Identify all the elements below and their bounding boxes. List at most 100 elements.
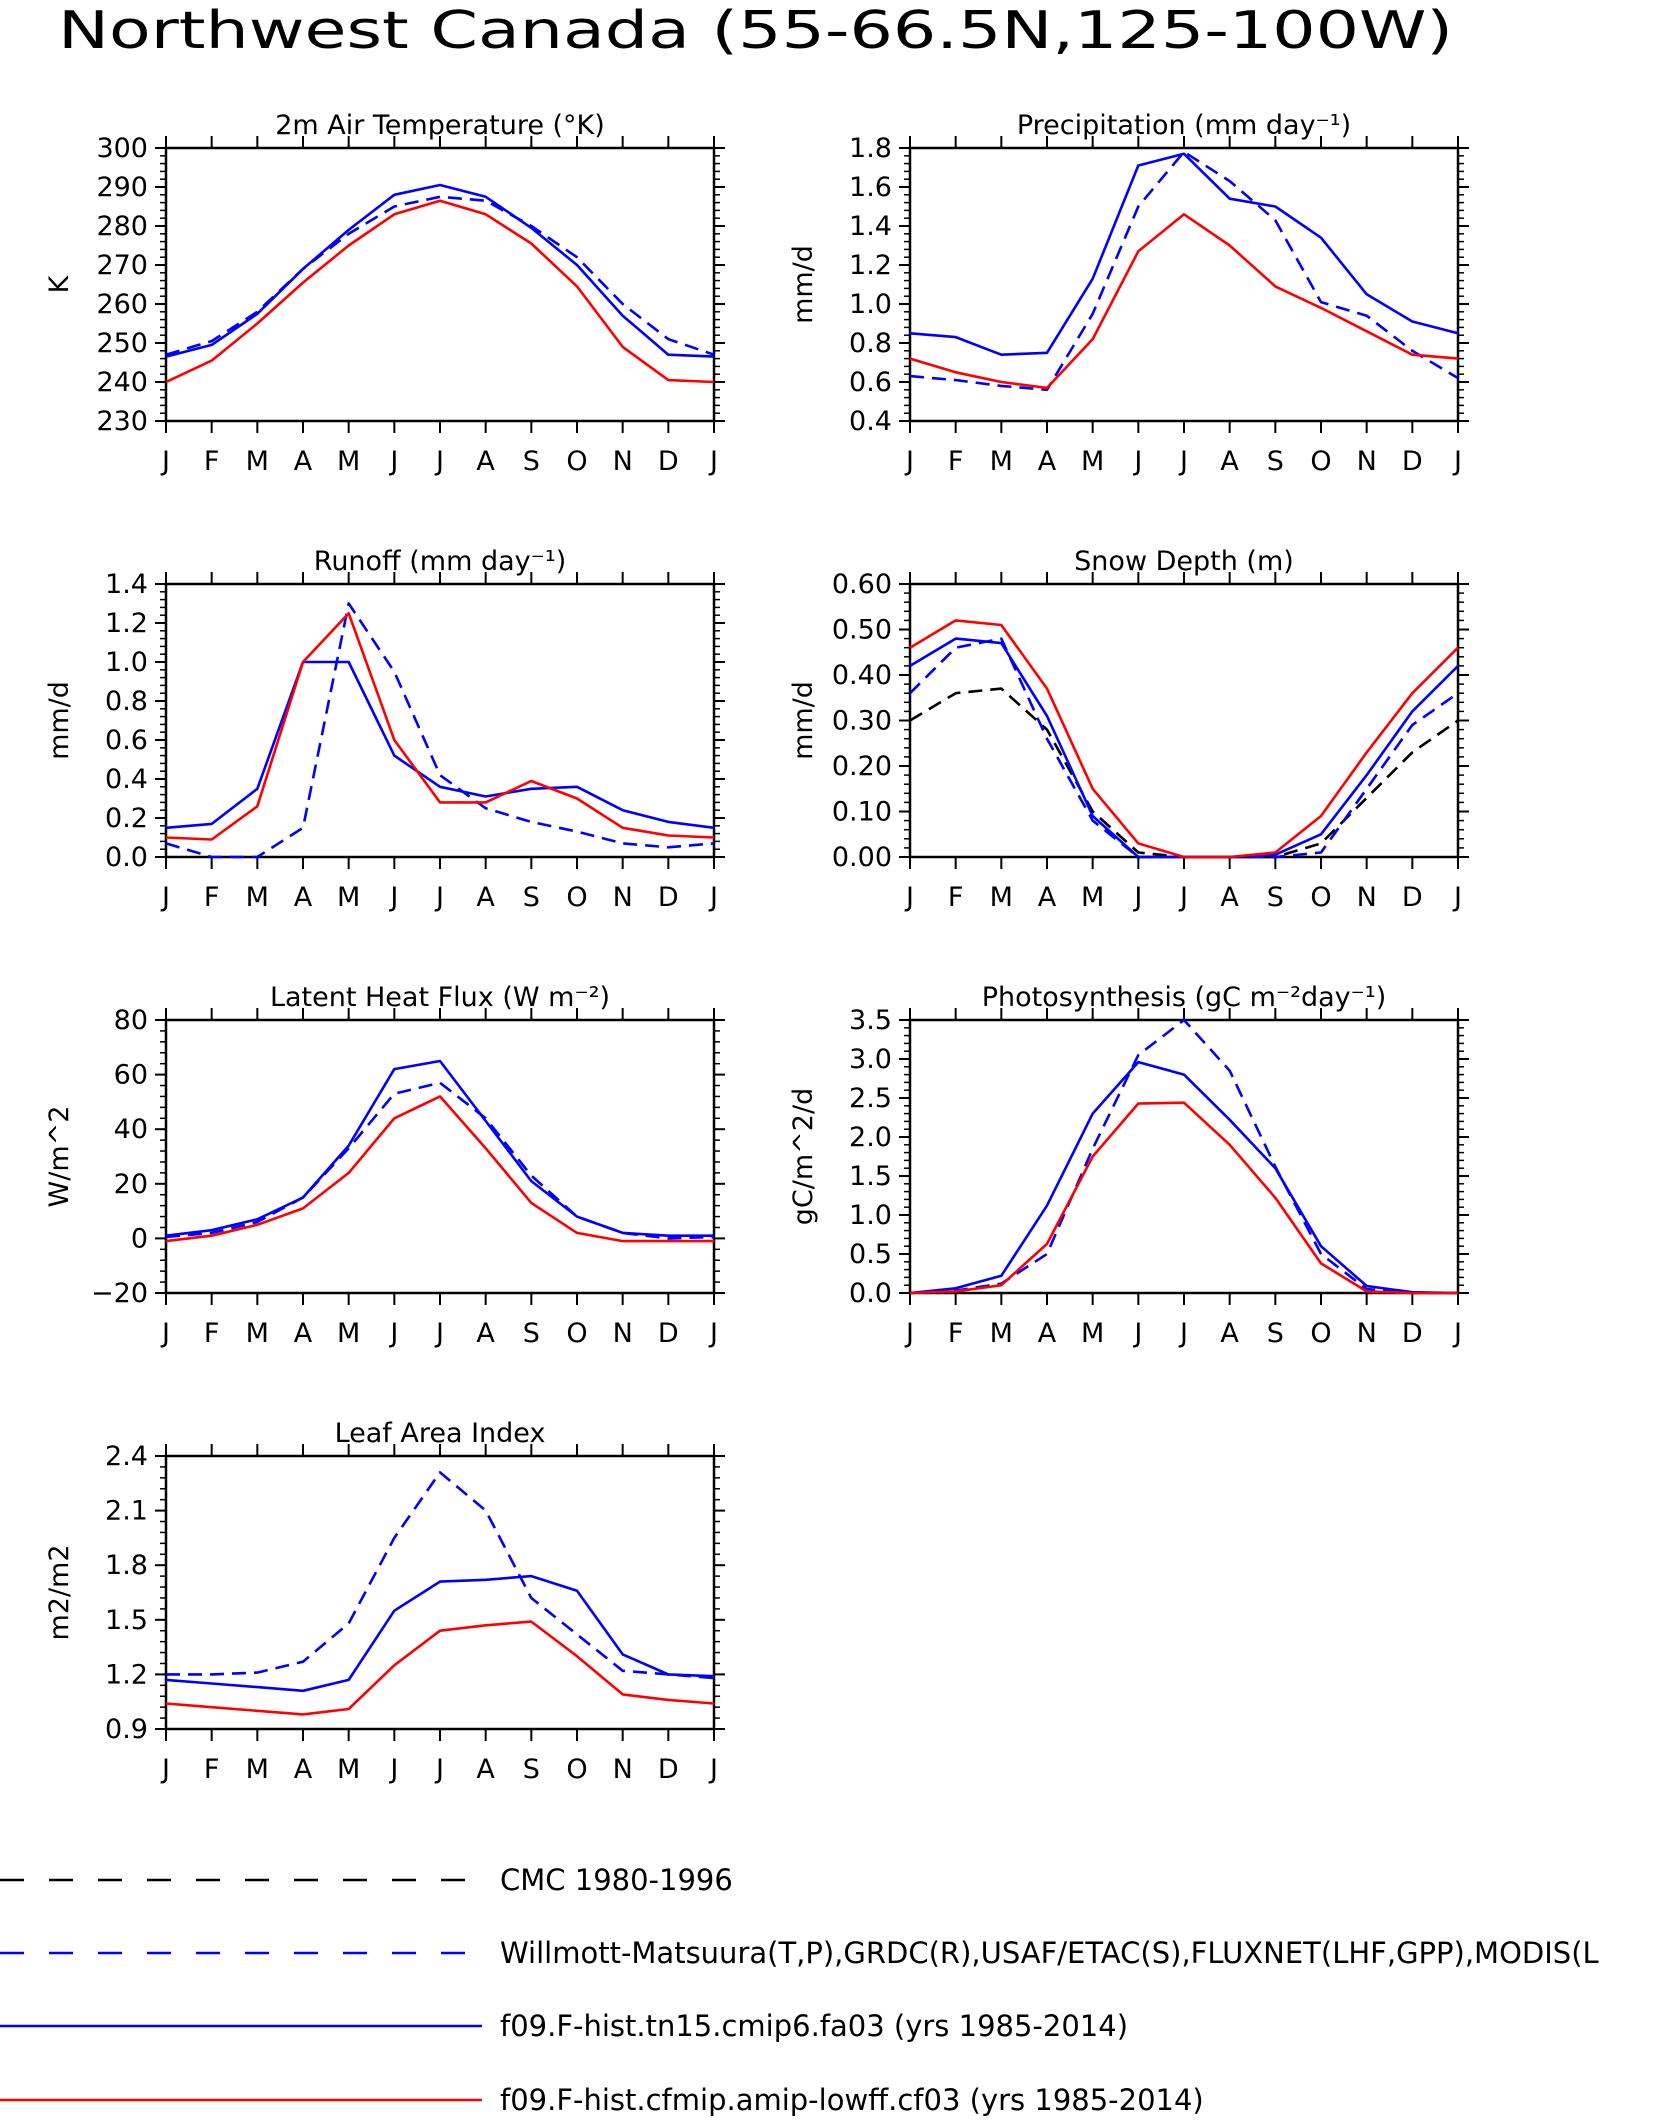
y-axis-label: mm/d xyxy=(44,681,75,760)
y-tick-label: 2.4 xyxy=(105,1441,148,1472)
x-tick-label: S xyxy=(523,1754,540,1785)
x-tick-label: M xyxy=(246,1318,269,1349)
series-line-lowff xyxy=(165,1620,715,1716)
x-tick-label: S xyxy=(523,446,540,477)
y-axis-label: gC/m^2/d xyxy=(788,1088,819,1225)
x-tick-label: J xyxy=(1178,1318,1188,1349)
legend-label-cmip6: f09.F-hist.tn15.cmip6.fa03 (yrs 1985-201… xyxy=(500,2009,1128,2043)
panel-7: Leaf Area Index m2/m2 0.9 1.2 1.5 1.8 2.1 2.4 J F… xyxy=(44,1418,725,1785)
x-tick-label: M xyxy=(990,1318,1013,1349)
x-tick-label: M xyxy=(337,882,360,913)
x-tick-label: M xyxy=(337,1318,360,1349)
y-tick-label: 1.2 xyxy=(105,608,148,639)
y-tick-label: 0.5 xyxy=(849,1239,892,1270)
y-tick-label: 2.0 xyxy=(849,1122,892,1153)
y-tick-label: 0.0 xyxy=(849,1278,892,1309)
y-tick-label: 20 xyxy=(114,1169,148,1200)
y-tick-label: 3.0 xyxy=(849,1044,892,1075)
x-tick-label: N xyxy=(1357,446,1377,477)
plot-frame xyxy=(164,582,716,859)
series-line-obs xyxy=(165,195,715,356)
x-tick-label: A xyxy=(1038,446,1057,477)
y-axis-label: K xyxy=(44,274,75,293)
legend-label-obs: Willmott-Matsuura(T,P),GRDC(R),USAF/ETAC… xyxy=(500,1936,1599,1970)
y-tick-label: 1.8 xyxy=(849,133,892,164)
x-tick-label: D xyxy=(658,1318,679,1349)
x-tick-label: J xyxy=(388,882,398,913)
x-tick-label: O xyxy=(566,1318,587,1349)
x-tick-label: M xyxy=(246,1754,269,1785)
series-line-lowff xyxy=(909,619,1459,859)
series-line-obs xyxy=(166,1471,715,1680)
series-line-lowff xyxy=(165,199,715,384)
x-tick-label: J xyxy=(708,882,718,913)
x-tick-label: J xyxy=(388,446,398,477)
x-tick-label: A xyxy=(1220,446,1239,477)
y-tick-label: 0.60 xyxy=(832,569,892,600)
x-tick-label: J xyxy=(1452,882,1462,913)
y-tick-label: 240 xyxy=(96,367,148,398)
y-tick-label: 1.4 xyxy=(849,211,892,242)
y-tick-label: 0.6 xyxy=(849,367,892,398)
x-tick-label: N xyxy=(613,446,633,477)
x-tick-label: M xyxy=(990,882,1013,913)
y-tick-label: 3.5 xyxy=(849,1005,892,1036)
series-line-lowff xyxy=(909,213,1459,390)
x-tick-label: O xyxy=(566,446,587,477)
x-tick-label: S xyxy=(1267,882,1284,913)
y-tick-label: 0.8 xyxy=(849,328,892,359)
legend: CMC 1980-1996 Willmott-Matsuura(T,P),GRDC… xyxy=(0,1863,1599,2117)
x-tick-label: F xyxy=(204,882,220,913)
x-tick-label: J xyxy=(160,1318,170,1349)
series-line-cmip6 xyxy=(165,1574,715,1693)
x-tick-label: J xyxy=(1452,446,1462,477)
plot-frame xyxy=(908,1018,1460,1295)
y-tick-label: 0 xyxy=(131,1223,148,1254)
y-axis-label: W/m^2 xyxy=(44,1106,75,1208)
y-tick-label: 0.20 xyxy=(832,751,892,782)
series-line-cmip6 xyxy=(909,1060,1459,1295)
x-tick-label: J xyxy=(1132,882,1142,913)
x-tick-label: F xyxy=(948,882,964,913)
x-tick-label: D xyxy=(1402,446,1423,477)
y-tick-label: 230 xyxy=(96,406,148,437)
panel-title: Runoff (mm day⁻¹) xyxy=(314,546,566,577)
x-tick-label: M xyxy=(990,446,1013,477)
x-tick-label: F xyxy=(204,1754,220,1785)
y-tick-label: 80 xyxy=(114,1005,148,1036)
x-tick-label: J xyxy=(1132,1318,1142,1349)
x-tick-label: N xyxy=(613,882,633,913)
x-tick-label: N xyxy=(1357,882,1377,913)
x-tick-label: J xyxy=(160,882,170,913)
y-tick-label: 1.0 xyxy=(105,647,148,678)
x-tick-label: N xyxy=(1357,1318,1377,1349)
page-title: Northwest Canada (55-66.5N,125-100W) xyxy=(58,1,1453,61)
panels: 2m Air Temperature (°K) K 230 240 250 260 270 2… xyxy=(44,110,1469,1785)
y-axis-label: mm/d xyxy=(788,245,819,324)
series-line-obs xyxy=(909,637,1459,859)
y-tick-label: 260 xyxy=(96,289,148,320)
y-tick-label: 0.30 xyxy=(832,706,892,737)
y-tick-label: 270 xyxy=(96,250,148,281)
x-tick-label: J xyxy=(1178,882,1188,913)
x-tick-label: J xyxy=(904,1318,914,1349)
y-tick-label: 0.6 xyxy=(105,725,148,756)
series-line-lowff xyxy=(165,611,715,841)
series-line-cmip6 xyxy=(909,152,1459,357)
y-tick-label: 1.2 xyxy=(105,1659,148,1690)
series-line-lowff xyxy=(165,1095,714,1243)
panel-6: Photosynthesis (gC m⁻²day⁻¹) gC/m^2/d 0.0 0… xyxy=(788,982,1469,1349)
x-tick-label: J xyxy=(160,1754,170,1785)
y-tick-label: −20 xyxy=(91,1278,148,1309)
panel-title: Leaf Area Index xyxy=(335,1418,546,1449)
series-line-cmip6 xyxy=(909,637,1459,859)
x-tick-label: D xyxy=(1402,1318,1423,1349)
y-tick-label: 1.8 xyxy=(105,1550,148,1581)
x-tick-label: M xyxy=(1081,446,1104,477)
y-tick-label: 1.0 xyxy=(849,1200,892,1231)
x-tick-label: J xyxy=(434,1754,444,1785)
x-tick-label: M xyxy=(246,446,269,477)
x-tick-label: F xyxy=(948,1318,964,1349)
x-tick-label: F xyxy=(204,1318,220,1349)
